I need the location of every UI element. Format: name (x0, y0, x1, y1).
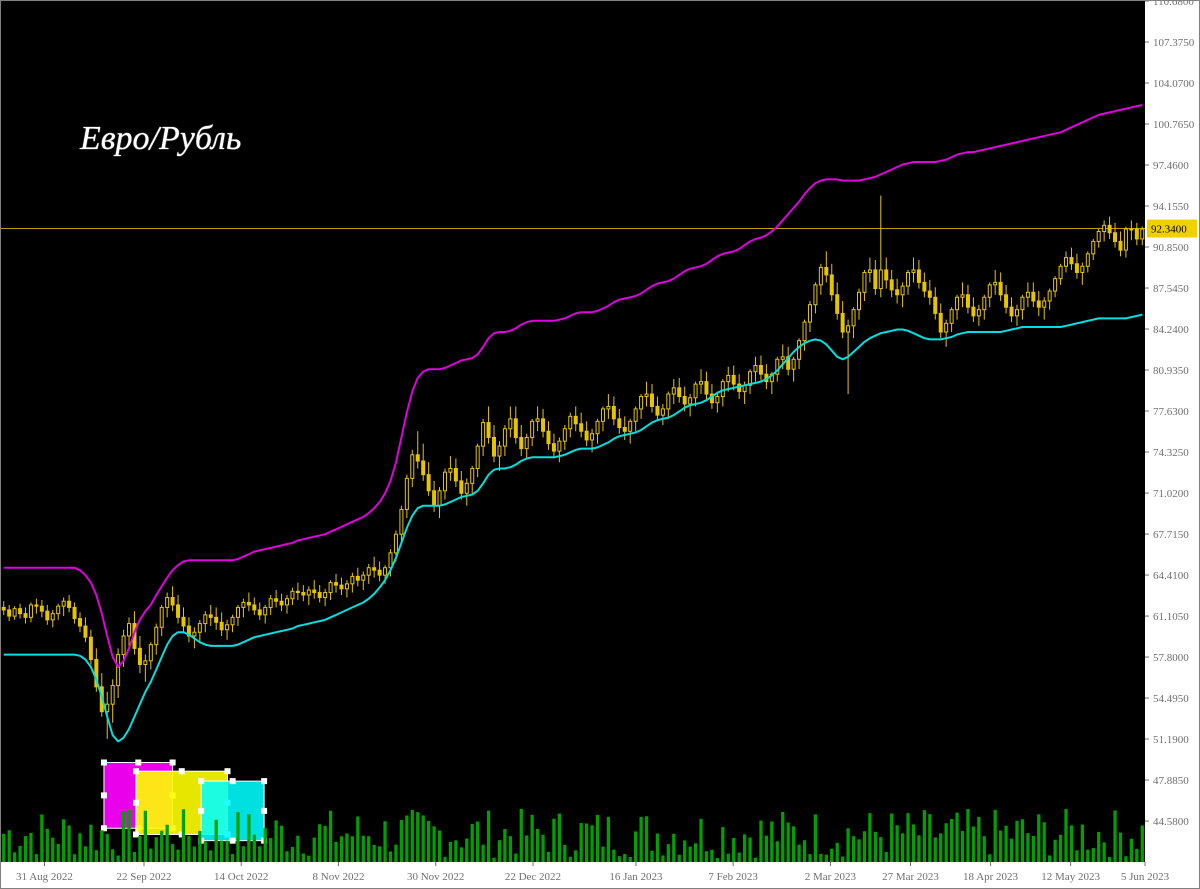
svg-text:5 Jun 2023: 5 Jun 2023 (1121, 871, 1170, 883)
svg-text:51.1900: 51.1900 (1153, 734, 1189, 746)
svg-text:90.8500: 90.8500 (1153, 242, 1189, 254)
svg-text:110.6800: 110.6800 (1153, 0, 1194, 8)
svg-text:8 Nov 2022: 8 Nov 2022 (313, 871, 365, 883)
svg-text:22 Dec 2022: 22 Dec 2022 (505, 871, 561, 883)
svg-text:94.1550: 94.1550 (1153, 201, 1189, 213)
svg-text:104.0700: 104.0700 (1153, 78, 1195, 90)
svg-text:92.3400: 92.3400 (1151, 224, 1187, 236)
svg-text:74.3250: 74.3250 (1153, 447, 1189, 459)
svg-text:27 Mar 2023: 27 Mar 2023 (882, 871, 939, 883)
svg-text:18 Apr 2023: 18 Apr 2023 (963, 871, 1019, 883)
svg-text:71.0200: 71.0200 (1153, 488, 1189, 500)
svg-text:2 Mar 2023: 2 Mar 2023 (805, 871, 857, 883)
candlestick-chart: 110.6800 107.3750 104.0700 100.7650 97.4600 9… (0, 0, 1200, 889)
svg-text:54.4950: 54.4950 (1153, 693, 1189, 705)
svg-text:61.1050: 61.1050 (1153, 611, 1189, 623)
svg-text:64.4100: 64.4100 (1153, 570, 1189, 582)
svg-text:14 Oct 2022: 14 Oct 2022 (214, 871, 268, 883)
svg-text:77.6300: 77.6300 (1153, 406, 1189, 418)
svg-text:87.5450: 87.5450 (1153, 283, 1189, 295)
svg-text:7 Feb 2023: 7 Feb 2023 (708, 871, 758, 883)
svg-text:47.8850: 47.8850 (1153, 775, 1189, 787)
svg-text:67.7150: 67.7150 (1153, 529, 1189, 541)
svg-text:16 Jan 2023: 16 Jan 2023 (609, 871, 663, 883)
svg-text:44.5800: 44.5800 (1153, 816, 1189, 828)
svg-text:80.9350: 80.9350 (1153, 365, 1189, 377)
svg-text:100.7650: 100.7650 (1153, 119, 1195, 131)
svg-text:30 Nov 2022: 30 Nov 2022 (407, 871, 464, 883)
chart-container: 110.6800 107.3750 104.0700 100.7650 97.4600 9… (0, 0, 1200, 889)
svg-text:12 May 2023: 12 May 2023 (1041, 871, 1100, 883)
svg-text:57.8000: 57.8000 (1153, 652, 1189, 664)
svg-text:22 Sep 2022: 22 Sep 2022 (117, 871, 172, 883)
svg-text:31 Aug 2022: 31 Aug 2022 (16, 871, 73, 883)
svg-text:84.2400: 84.2400 (1153, 324, 1189, 336)
svg-text:107.3750: 107.3750 (1153, 37, 1195, 49)
svg-text:97.4600: 97.4600 (1153, 160, 1189, 172)
